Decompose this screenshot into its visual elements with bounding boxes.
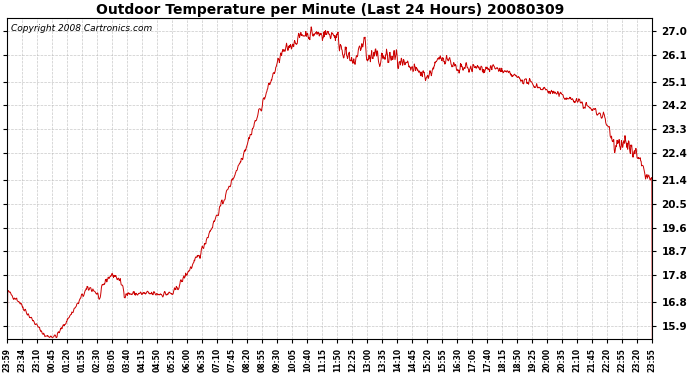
Text: Copyright 2008 Cartronics.com: Copyright 2008 Cartronics.com	[10, 24, 152, 33]
Title: Outdoor Temperature per Minute (Last 24 Hours) 20080309: Outdoor Temperature per Minute (Last 24 …	[96, 3, 564, 17]
